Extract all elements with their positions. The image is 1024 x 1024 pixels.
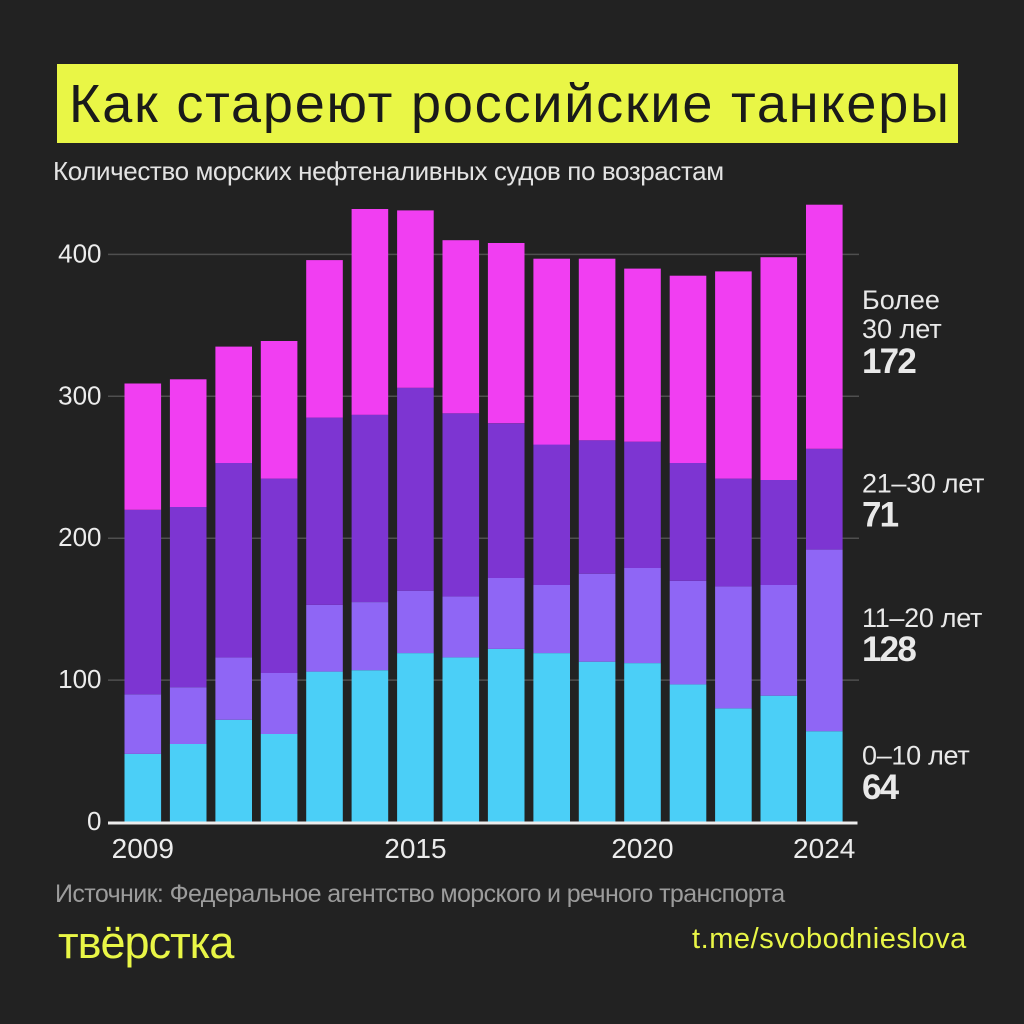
svg-text:11–20 лет: 11–20 лет <box>862 603 982 633</box>
svg-text:30 лет: 30 лет <box>862 314 942 344</box>
svg-text:128: 128 <box>862 630 916 669</box>
svg-text:200: 200 <box>58 522 101 552</box>
svg-text:100: 100 <box>58 664 101 694</box>
svg-text:21–30 лет: 21–30 лет <box>862 469 984 499</box>
svg-text:Более: Более <box>862 285 940 315</box>
svg-text:300: 300 <box>58 380 101 410</box>
svg-text:0: 0 <box>87 806 101 836</box>
svg-text:2009: 2009 <box>112 833 174 864</box>
svg-text:2024: 2024 <box>793 833 855 864</box>
svg-text:64: 64 <box>862 768 900 807</box>
svg-text:71: 71 <box>862 496 899 535</box>
svg-text:2015: 2015 <box>384 833 446 864</box>
svg-text:400: 400 <box>58 238 101 268</box>
svg-text:0–10 лет: 0–10 лет <box>862 741 969 771</box>
svg-text:172: 172 <box>862 342 916 381</box>
svg-text:2020: 2020 <box>611 833 673 864</box>
